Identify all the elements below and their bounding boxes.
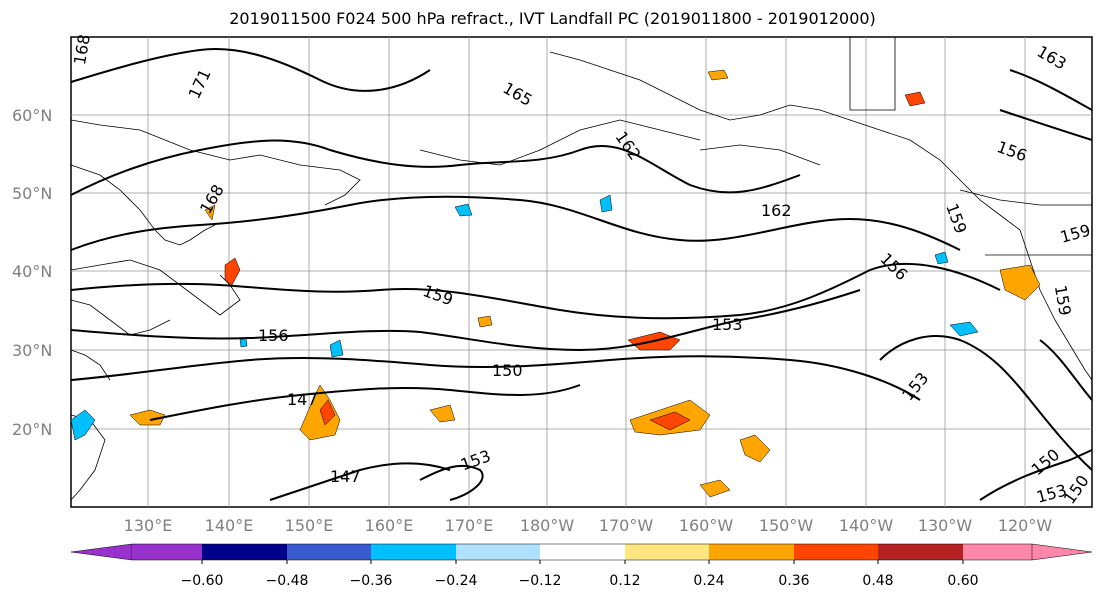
contour-label: 156 (258, 326, 289, 345)
colorbar-tick-label: −0.60 (181, 573, 224, 589)
contour-label: 147 (287, 390, 318, 409)
contour-label: 162 (761, 201, 792, 220)
lon-label: 140°W (839, 516, 894, 535)
coastlines (70, 37, 1093, 501)
shaded-fields (70, 69, 1041, 498)
colorbar-segment (540, 544, 625, 560)
lon-label: 170°W (599, 516, 654, 535)
colorbar: −0.60 −0.48 −0.36 −0.24 −0.12 0.12 0.24 … (70, 543, 1093, 589)
lon-label: 120°W (998, 516, 1053, 535)
colorbar-segment (132, 544, 202, 560)
lon-label: 160°W (679, 516, 734, 535)
colorbar-segment (625, 544, 709, 560)
lon-label: 170°E (445, 516, 494, 535)
colorbar-tick-label: −0.24 (435, 573, 478, 589)
lat-label: 20°N (12, 420, 52, 439)
lat-label: 30°N (12, 341, 52, 360)
contour-label: 153 (712, 315, 743, 334)
latitude-labels: 60°N 50°N 40°N 30°N 20°N (12, 106, 52, 439)
colorbar-tick-label: 0.48 (862, 573, 893, 589)
map-title: 2019011500 F024 500 hPa refract., IVT La… (229, 9, 876, 28)
lon-label: 160°E (365, 516, 414, 535)
lon-label: 180°W (520, 516, 575, 535)
colorbar-segment (963, 544, 1032, 560)
longitude-labels: 130°E 140°E 150°E 160°E 170°E 180°W 170°… (124, 516, 1053, 535)
lon-label: 140°E (205, 516, 254, 535)
lon-label: 150°E (285, 516, 334, 535)
colorbar-segment (287, 544, 371, 560)
colorbar-segment (709, 544, 794, 560)
colorbar-segment (371, 544, 456, 560)
lat-label: 60°N (12, 106, 52, 125)
colorbar-arrow-left (70, 543, 133, 561)
colorbar-tick-label: 0.36 (778, 573, 809, 589)
colorbar-tick-label: −0.36 (350, 573, 393, 589)
map-panel: 168 171 165 162 163 156 162 159 168 156 … (70, 33, 1093, 508)
colorbar-tick-label: 0.60 (947, 573, 978, 589)
colorbar-tick-label: 0.12 (609, 573, 640, 589)
lat-label: 50°N (12, 184, 52, 203)
lon-label: 130°E (124, 516, 173, 535)
lon-label: 130°W (918, 516, 973, 535)
colorbar-tick-label: −0.48 (266, 573, 309, 589)
colorbar-tick-label: 0.24 (693, 573, 724, 589)
lat-label: 40°N (12, 262, 52, 281)
colorbar-segment (794, 544, 878, 560)
colorbar-tick-label: −0.12 (519, 573, 562, 589)
colorbar-segment (456, 544, 540, 560)
colorbar-segment (202, 544, 287, 560)
contour-label: 147 (330, 467, 361, 486)
colorbar-segment (878, 544, 963, 560)
colorbar-arrow-right (1031, 543, 1093, 561)
contour-label: 150 (492, 361, 523, 380)
lon-label: 150°W (759, 516, 814, 535)
contours (70, 48, 1093, 501)
